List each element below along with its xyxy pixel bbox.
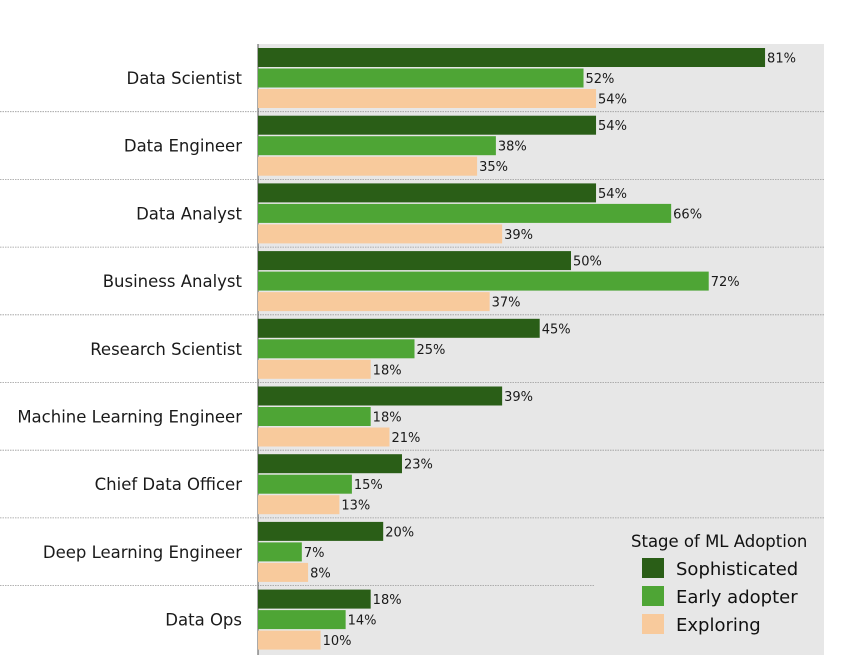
data-label-chief-data-officer-early-adopter: 15% (354, 478, 383, 493)
bar-business-analyst-early-adopter (258, 271, 709, 291)
data-label-deep-learning-engineer-early-adopter: 7% (304, 546, 325, 561)
bar-deep-learning-engineer-sophisticated (258, 521, 384, 541)
data-label-deep-learning-engineer-exploring: 8% (310, 566, 331, 581)
data-label-research-scientist-early-adopter: 25% (417, 343, 446, 358)
bar-data-ops-exploring (258, 630, 321, 650)
category-label-chief-data-officer: Chief Data Officer (95, 475, 243, 494)
bar-research-scientist-early-adopter (258, 339, 415, 359)
category-label-data-ops: Data Ops (165, 611, 242, 630)
bar-deep-learning-engineer-early-adopter (258, 542, 302, 562)
category-label-research-scientist: Research Scientist (90, 340, 242, 359)
data-label-data-ops-early-adopter: 14% (348, 614, 377, 629)
legend-label-sophisticated: Sophisticated (676, 559, 798, 580)
bar-data-analyst-exploring (258, 224, 503, 244)
data-label-data-analyst-early-adopter: 66% (673, 207, 702, 222)
data-label-data-scientist-exploring: 54% (598, 93, 627, 108)
legend-swatch-early-adopter (642, 586, 664, 606)
data-label-data-ops-exploring: 10% (323, 634, 352, 649)
category-label-business-analyst: Business Analyst (103, 272, 243, 291)
bar-series-group: 81% 52% 54% 54% 38% 35% 54% 66% 39% 50% 72% 37% 45% 2… (258, 48, 796, 650)
legend-swatch-exploring (642, 614, 664, 634)
data-label-data-analyst-exploring: 39% (504, 228, 533, 243)
data-label-research-scientist-exploring: 18% (373, 363, 402, 378)
data-label-deep-learning-engineer-sophisticated: 20% (385, 525, 414, 540)
data-label-machine-learning-engineer-exploring: 21% (391, 431, 420, 446)
category-label-data-analyst: Data Analyst (136, 204, 242, 223)
data-label-business-analyst-exploring: 37% (492, 296, 521, 311)
category-label-deep-learning-engineer: Deep Learning Engineer (43, 543, 242, 562)
data-label-business-analyst-early-adopter: 72% (711, 275, 740, 290)
bar-chief-data-officer-exploring (258, 495, 340, 515)
category-label-data-engineer: Data Engineer (124, 137, 242, 156)
bar-data-scientist-sophisticated (258, 48, 766, 67)
data-label-chief-data-officer-sophisticated: 23% (404, 458, 433, 473)
data-label-chief-data-officer-exploring: 13% (341, 499, 370, 514)
legend: Stage of ML Adoption Sophisticated Early … (631, 532, 807, 636)
bar-chief-data-officer-sophisticated (258, 454, 402, 474)
group-separators (0, 111, 824, 586)
data-label-data-engineer-sophisticated: 54% (598, 119, 627, 134)
category-labels: Data Scientist Data Engineer Data Analyst B… (17, 69, 242, 630)
bar-data-ops-early-adopter (258, 610, 346, 630)
bar-business-analyst-sophisticated (258, 251, 571, 271)
data-label-business-analyst-sophisticated: 50% (573, 255, 602, 270)
bar-machine-learning-engineer-early-adopter (258, 407, 371, 426)
data-label-data-scientist-sophisticated: 81% (767, 52, 796, 67)
bar-machine-learning-engineer-exploring (258, 427, 390, 447)
legend-items: Sophisticated Early adopter Exploring (642, 558, 798, 636)
bar-data-scientist-early-adopter (258, 68, 584, 88)
bar-data-engineer-exploring (258, 156, 478, 176)
legend-swatch-sophisticated (642, 558, 664, 578)
category-label-data-scientist: Data Scientist (127, 69, 243, 88)
bar-chief-data-officer-early-adopter (258, 474, 352, 494)
data-label-data-ops-sophisticated: 18% (373, 593, 402, 608)
legend-label-exploring: Exploring (676, 615, 761, 636)
bar-machine-learning-engineer-sophisticated (258, 386, 503, 406)
bar-data-analyst-sophisticated (258, 183, 597, 203)
data-label-research-scientist-sophisticated: 45% (542, 322, 571, 337)
bar-data-engineer-sophisticated (258, 115, 597, 135)
data-label-machine-learning-engineer-early-adopter: 18% (373, 411, 402, 426)
category-label-machine-learning-engineer: Machine Learning Engineer (17, 408, 242, 427)
bar-research-scientist-sophisticated (258, 318, 540, 338)
data-label-data-engineer-early-adopter: 38% (498, 140, 527, 155)
data-label-data-analyst-sophisticated: 54% (598, 187, 627, 202)
bar-data-engineer-early-adopter (258, 136, 496, 156)
data-label-data-scientist-early-adopter: 52% (586, 72, 615, 87)
bar-data-ops-sophisticated (258, 589, 371, 609)
bar-data-scientist-exploring (258, 89, 597, 108)
legend-label-early-adopter: Early adopter (676, 587, 798, 608)
bar-deep-learning-engineer-exploring (258, 562, 309, 582)
data-label-machine-learning-engineer-sophisticated: 39% (504, 390, 533, 405)
bar-business-analyst-exploring (258, 292, 490, 312)
bar-research-scientist-exploring (258, 359, 371, 379)
data-label-data-engineer-exploring: 35% (479, 160, 508, 175)
legend-title: Stage of ML Adoption (631, 532, 807, 551)
bar-data-analyst-early-adopter (258, 203, 672, 223)
